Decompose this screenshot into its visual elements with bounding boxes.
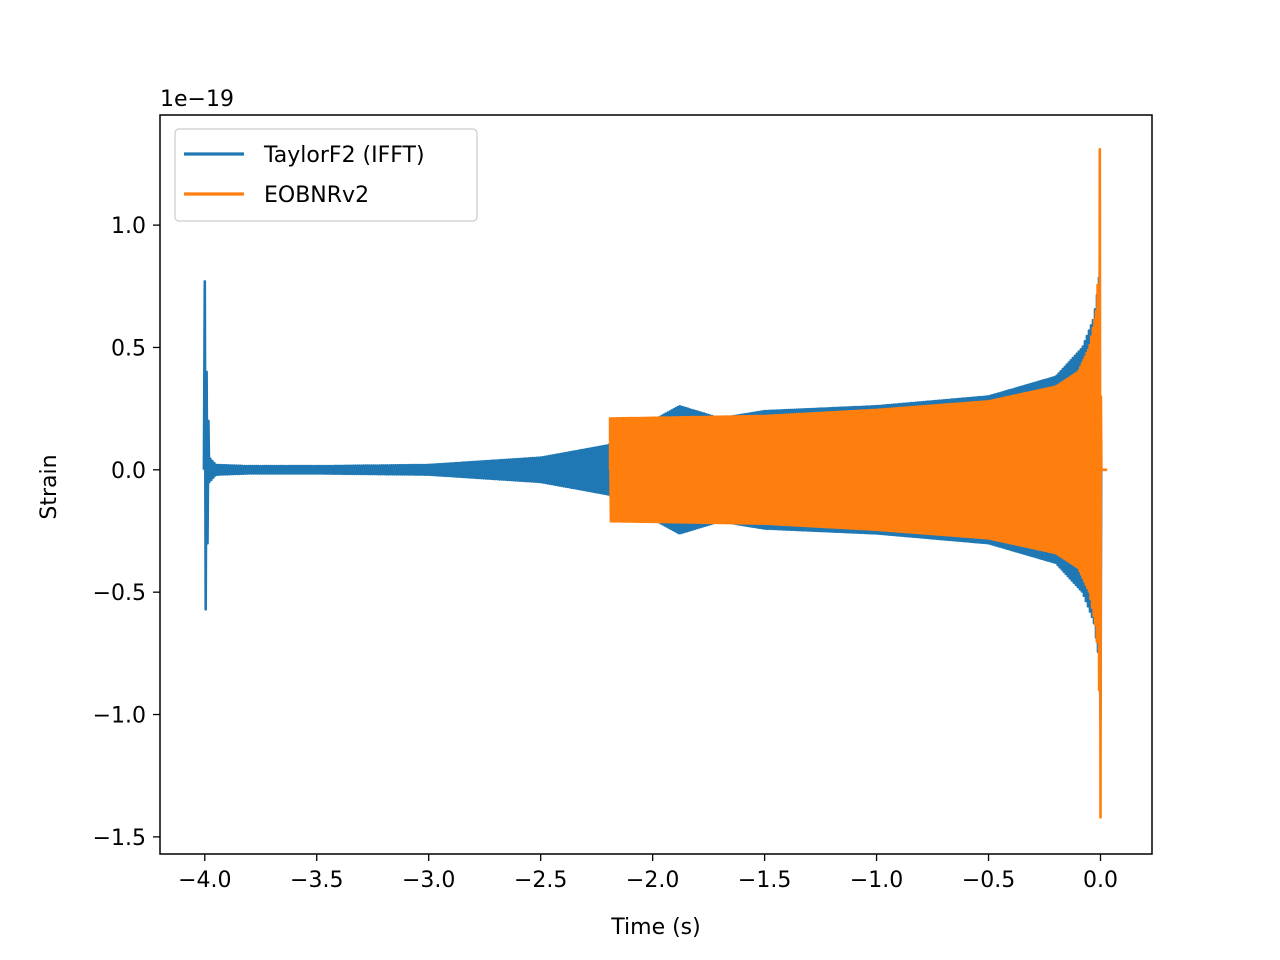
legend-box [174,128,478,222]
y-tick-label: 0.0 [111,459,146,484]
x-tick-label: −3.0 [402,868,455,893]
y-axis: −1.5 −1.0 −0.5 0.0 0.5 1.0 [93,214,160,851]
y-tick-label: 0.5 [111,336,146,361]
y-axis-label: Strain [37,454,62,519]
x-tick-label: −0.5 [962,868,1015,893]
x-tick-label: 0.0 [1083,868,1118,893]
y-tick-label: −1.0 [93,704,146,729]
legend: TaylorF2 (IFFT) EOBNRv2 [174,128,478,222]
axes-frame [159,114,1153,855]
y-offset-text: 1e−19 [160,87,234,112]
legend-label-taylorf2: TaylorF2 (IFFT) [263,143,425,168]
legend-label-eobnrv2: EOBNRv2 [264,183,369,208]
x-tick-label: −3.5 [290,868,343,893]
x-tick-label: −1.5 [738,868,791,893]
x-axis: −4.0 −3.5 −3.0 −2.5 −2.0 −1.5 −1.0 −0.5 0.0 [178,854,1118,893]
y-tick-label: −1.5 [93,826,146,851]
x-tick-label: −1.0 [850,868,903,893]
series-eobnrv2-line [608,148,1108,819]
y-tick-label: −0.5 [93,581,146,606]
x-axis-label: Time (s) [610,915,700,940]
x-tick-label: −2.5 [514,868,567,893]
series-layer [202,148,1108,819]
x-tick-label: −4.0 [178,868,231,893]
y-tick-label: 1.0 [111,214,146,239]
x-tick-label: −2.0 [626,868,679,893]
